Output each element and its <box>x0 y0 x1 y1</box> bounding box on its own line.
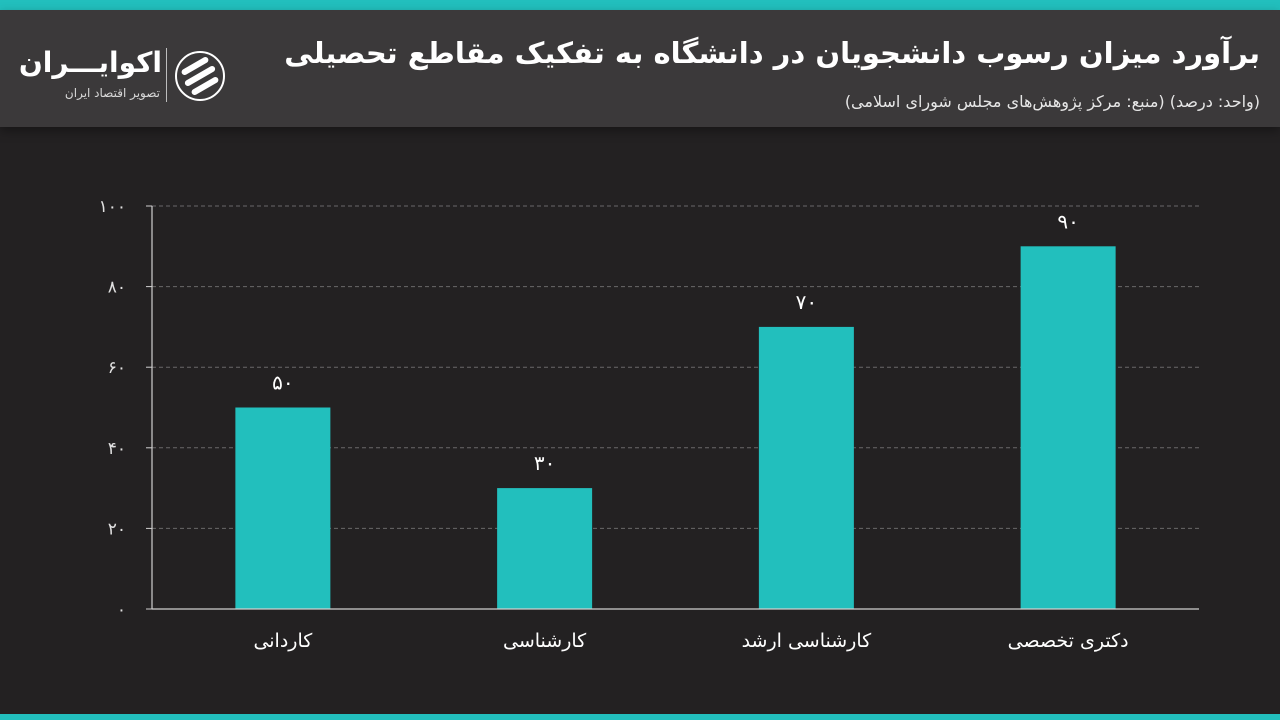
x-category-label: کارشناسی <box>503 630 587 652</box>
y-tick-label: ۶۰ <box>108 358 126 378</box>
y-tick-label: ۰ <box>117 600 126 620</box>
logo-mark-icon <box>175 51 225 101</box>
y-tick-label: ۱۰۰ <box>99 197 126 217</box>
chart-subtitle: (واحد: درصد) (منبع: مرکز پژوهش‌های مجلس … <box>844 92 1260 111</box>
y-tick-label: ۲۰ <box>108 519 126 539</box>
bar-value-label: ۹۰ <box>1057 209 1078 233</box>
x-category-label: کاردانی <box>253 630 313 652</box>
bottom-accent-stripe <box>0 714 1280 720</box>
brand-logo: اکوایـــران تصویر اقتصاد ایران <box>19 46 236 110</box>
bar-value-label: ۵۰ <box>272 371 293 395</box>
y-tick-label: ۴۰ <box>108 439 126 459</box>
bar <box>235 407 331 609</box>
top-accent-stripe <box>0 0 1280 10</box>
logo-tagline: تصویر اقتصاد ایران <box>64 86 160 100</box>
chart-title: برآورد میزان رسوب دانشجویان در دانشگاه ب… <box>284 36 1260 70</box>
x-category-label: کارشناسی ارشد <box>742 630 873 652</box>
bar-value-label: ۳۰ <box>534 451 555 475</box>
bar-value-label: ۷۰ <box>796 290 817 314</box>
x-category-label: دکتری تخصصی <box>1008 630 1129 652</box>
logo-divider <box>166 48 167 102</box>
logo-name: اکوایـــران <box>18 46 162 79</box>
bar <box>758 326 854 609</box>
bar <box>497 488 593 609</box>
bar <box>1020 246 1116 610</box>
y-tick-label: ۸۰ <box>108 278 126 298</box>
chart-header: برآورد میزان رسوب دانشجویان در دانشگاه ب… <box>0 10 1280 127</box>
